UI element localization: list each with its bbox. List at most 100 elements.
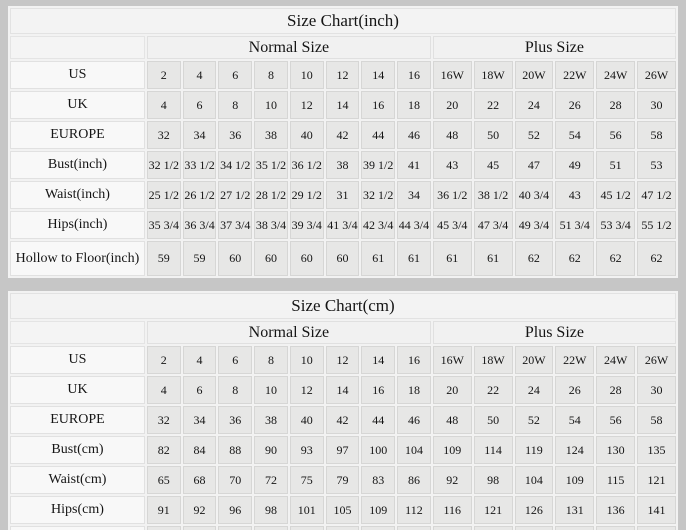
size-cell: 8	[254, 346, 288, 374]
table-row: Bust(inch) 32 1/2 33 1/2 34 1/2 35 1/2 36 1/2…	[10, 151, 676, 179]
size-cell: 27 1/2	[218, 181, 253, 209]
table-row: Bust(cm) 82 84 88 90 93 97 100 104 109 114 119 124 13…	[10, 436, 676, 464]
size-cell: 104	[397, 436, 431, 464]
size-cell: 41 3/4	[325, 211, 360, 239]
size-cell: 60	[218, 241, 253, 276]
size-cell: 38 1/2	[473, 181, 513, 209]
size-cell: 43	[555, 181, 595, 209]
size-cell: 30	[637, 376, 676, 404]
size-cell: 44	[361, 406, 396, 434]
size-cell: 26	[555, 376, 595, 404]
normal-size-header: Normal Size	[146, 321, 431, 344]
size-cell: 105	[325, 496, 360, 524]
size-cell: 62	[514, 241, 554, 276]
size-cell: 150	[182, 526, 217, 530]
size-cell: 14	[361, 61, 396, 89]
size-cell: 47	[514, 151, 554, 179]
corner-cell	[10, 36, 145, 59]
size-cell: 16	[397, 61, 431, 89]
size-cell: 6	[218, 61, 253, 89]
size-cell: 100	[361, 436, 396, 464]
size-cell: 112	[397, 496, 431, 524]
size-cell: 2	[146, 61, 181, 89]
size-cell: 26W	[637, 346, 676, 374]
size-cell: 61	[361, 241, 396, 276]
size-cell: 38	[254, 121, 288, 149]
size-cell: 10	[289, 346, 324, 374]
size-cell: 158	[555, 526, 595, 530]
table-row: EUROPE 32 34 36 38 40 42 44 46 48 50 52 54 56 58	[10, 121, 676, 149]
row-label: Hips(cm)	[10, 496, 145, 524]
size-cell: 36	[218, 121, 253, 149]
size-cell: 24	[514, 376, 554, 404]
size-cell: 29 1/2	[289, 181, 324, 209]
size-cell: 45 3/4	[432, 211, 472, 239]
size-cell: 12	[325, 61, 360, 89]
size-cell: 70	[218, 466, 253, 494]
size-cell: 18W	[473, 61, 513, 89]
size-cell: 79	[325, 466, 360, 494]
size-cell: 124	[555, 436, 595, 464]
size-cell: 16	[397, 346, 431, 374]
table-row: Waist(inch) 25 1/2 26 1/2 27 1/2 28 1/2 29 1/…	[10, 181, 676, 209]
size-cell: 45	[473, 151, 513, 179]
size-cell: 53	[637, 151, 676, 179]
row-label: UK	[10, 376, 145, 404]
row-label: EUROPE	[10, 121, 145, 149]
size-cell: 158	[637, 526, 676, 530]
size-cell: 22	[473, 91, 513, 119]
size-cell: 114	[473, 436, 513, 464]
size-chart-cm-table: Size Chart(cm) Normal Size Plus Size US 2…	[8, 291, 678, 530]
size-cell: 8	[218, 376, 253, 404]
size-cell: 36 1/2	[289, 151, 324, 179]
table-row: Hips(cm) 91 92 96 98 101 105 109 112 116 121 126 131…	[10, 496, 676, 524]
size-cell: 22W	[555, 61, 595, 89]
size-cell: 50	[473, 121, 513, 149]
size-cell: 39 3/4	[289, 211, 324, 239]
row-label: UK	[10, 91, 145, 119]
size-cell: 82	[146, 436, 181, 464]
size-cell: 115	[596, 466, 636, 494]
row-label: EUROPE	[10, 406, 145, 434]
size-cell: 36 1/2	[432, 181, 472, 209]
size-cell: 4	[182, 346, 217, 374]
size-cell: 40	[289, 121, 324, 149]
size-cell: 20W	[514, 61, 554, 89]
size-cell: 47 1/2	[637, 181, 676, 209]
size-cell: 45 1/2	[596, 181, 636, 209]
size-cell: 152	[325, 526, 360, 530]
row-label: Hips(inch)	[10, 211, 145, 239]
size-cell: 59	[182, 241, 217, 276]
size-cell: 38	[254, 406, 288, 434]
row-label: Bust(inch)	[10, 151, 145, 179]
plus-size-header: Plus Size	[432, 36, 676, 59]
row-label: US	[10, 346, 145, 374]
size-cell: 61	[397, 241, 431, 276]
size-cell: 38 3/4	[254, 211, 288, 239]
size-cell: 75	[289, 466, 324, 494]
table-title-cm: Size Chart(cm)	[10, 293, 676, 319]
size-cell: 28 1/2	[254, 181, 288, 209]
table-row: UK 4 6 8 10 12 14 16 18 20 22 24 26 28 30	[10, 91, 676, 119]
size-cell: 155	[397, 526, 431, 530]
size-cell: 16	[361, 376, 396, 404]
size-cell: 36	[218, 406, 253, 434]
size-cell: 126	[514, 496, 554, 524]
size-cell: 152	[289, 526, 324, 530]
size-cell: 58	[637, 121, 676, 149]
size-cell: 104	[514, 466, 554, 494]
size-cell: 25 1/2	[146, 181, 181, 209]
size-cell: 32 1/2	[146, 151, 181, 179]
size-cell: 12	[289, 376, 324, 404]
size-cell: 55 1/2	[637, 211, 676, 239]
size-cell: 35 1/2	[254, 151, 288, 179]
size-cell: 68	[182, 466, 217, 494]
table-row: US 2 4 6 8 10 12 14 16 16W 18W 20W 22W 24W 26W	[10, 61, 676, 89]
size-cell: 158	[596, 526, 636, 530]
size-cell: 24	[514, 91, 554, 119]
size-cell: 49 3/4	[514, 211, 554, 239]
size-cell: 20	[432, 376, 472, 404]
size-cell: 60	[289, 241, 324, 276]
row-label: Hollow to Floor(inch)	[10, 241, 145, 276]
